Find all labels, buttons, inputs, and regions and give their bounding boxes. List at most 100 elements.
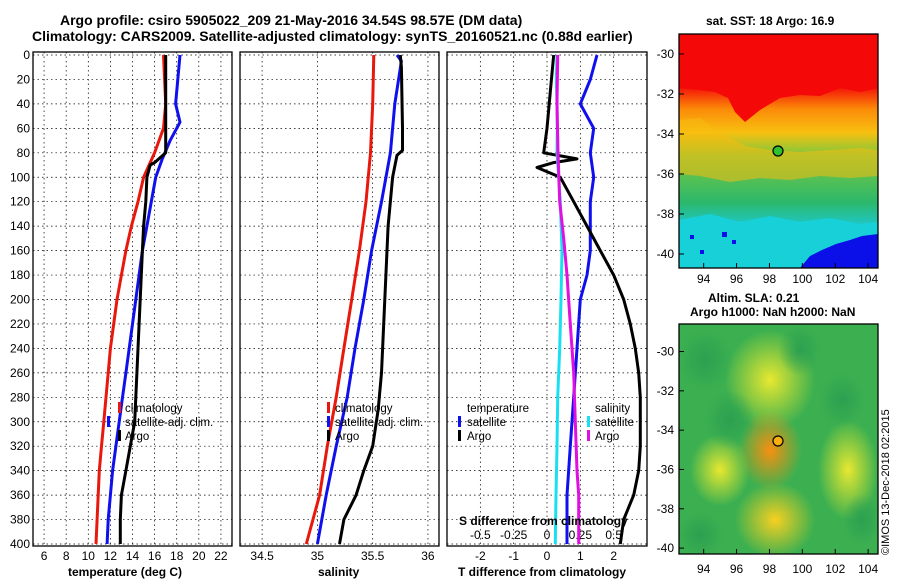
s-difference-tick-label: -0.5 [470, 528, 491, 542]
salinity-legend: climatology satellite-adj. clim. Argo [327, 402, 423, 443]
sst-cold-pixel [700, 250, 704, 254]
series-line-temperature-argo [535, 54, 642, 545]
imos-credit-label: ©IMOS 13-Dec-2018 02:2015 [880, 409, 892, 555]
legend-swatch-satellite [327, 416, 330, 427]
depth-tick-label: 140 [10, 219, 30, 233]
x-tick-label: 35 [311, 549, 325, 563]
map-lon-label: 104 [858, 272, 878, 286]
legend-swatch-sal-argo [587, 430, 590, 441]
map-lon-label: 100 [792, 272, 812, 286]
legend-label-climatology: climatology [335, 403, 393, 415]
legend-swatch-temp-satellite [458, 416, 461, 427]
legend-swatch-satellite [107, 416, 110, 427]
x-axis-tick-labels: 6 8 10 12 14 16 18 20 22 34.5 35 35.5 36 -2 -1 0 1 2-0.5-… [41, 528, 623, 563]
sla-blob [704, 390, 756, 450]
sst-warm-lobe [679, 118, 878, 182]
series-line-argo [118, 55, 168, 544]
sst-cold-pixel [722, 232, 727, 237]
s-difference-axis-label: S difference from climatology [459, 514, 628, 528]
depth-tick-label: 20 [17, 72, 31, 86]
legend-label-sal-satellite: satellite [595, 417, 634, 429]
x-tick-label: 20 [192, 549, 206, 563]
map-lat-label: -32 [657, 87, 675, 101]
map-lon-label: 102 [825, 272, 845, 286]
depth-tick-label: 100 [10, 170, 30, 184]
legend-title-salinity: salinity [595, 403, 630, 415]
series-line-climatology [304, 54, 376, 545]
depth-tick-label: 380 [10, 513, 30, 527]
map-tick-labels: 94 96 98 100 102 104 -30 -32 -34 -36 -38 -40 94 96 98 1… [657, 47, 879, 576]
sla-blob [735, 482, 815, 554]
series-line-salinity-argo [555, 54, 581, 544]
sla-map-title-2: Argo h1000: NaN h2000: NaN [690, 305, 855, 319]
depth-tick-label: 0 [23, 48, 30, 62]
sst-cold-pixel [690, 235, 694, 239]
legend-label-sal-argo: Argo [595, 431, 619, 443]
depth-tick-label: 120 [10, 195, 30, 209]
map-lat-label: -36 [657, 167, 675, 181]
difference-legend: temperature satellite Argo salinity sate… [458, 403, 634, 443]
depth-axis-labels: 0 20 40 60 80 100 120 140 160 180 200 220 240 260 280 3… [10, 48, 30, 551]
s-difference-tick-label: 0.5 [605, 528, 622, 542]
series-line-temperature-satellite [565, 54, 599, 544]
map-lon-label: 104 [858, 562, 878, 576]
map-lon-label: 98 [763, 562, 777, 576]
salinity-panel-frame [239, 51, 440, 547]
map-lat-label: -30 [657, 345, 675, 359]
sla-map-title-1: Altim. SLA: 0.21 [708, 291, 800, 305]
legend-label-satellite: satellite-adj. clim. [125, 417, 213, 429]
depth-tick-label: 260 [10, 366, 30, 380]
legend-title-temperature: temperature [467, 403, 529, 415]
sla-blob [818, 372, 866, 428]
sst-map-title: sat. SST: 18 Argo: 16.9 [706, 14, 835, 28]
depth-tick-label: 60 [17, 121, 31, 135]
map-lat-label: -34 [657, 423, 675, 437]
sst-cold-pixel [732, 240, 736, 244]
map-lat-label: -36 [657, 462, 675, 476]
salinity-axis-label: salinity [318, 565, 360, 579]
depth-tick-label: 220 [10, 317, 30, 331]
legend-label-argo: Argo [335, 431, 359, 443]
legend-label-temp-argo: Argo [467, 431, 491, 443]
title-line-1: Argo profile: csiro 5905022_209 21-May-2… [60, 12, 522, 28]
map-lon-label: 98 [763, 272, 777, 286]
x-tick-label: 16 [148, 549, 162, 563]
sst-cold-region [800, 234, 878, 268]
x-tick-label: -2 [475, 549, 486, 563]
legend-label-climatology: climatology [125, 403, 183, 415]
sla-blob [778, 324, 822, 376]
sst-red-region [679, 34, 878, 122]
legend-swatch-sal-satellite [587, 416, 590, 427]
x-tick-label: 0 [544, 549, 551, 563]
sla-map-frame [678, 323, 879, 555]
map-lat-label: -30 [657, 47, 675, 61]
x-tick-label: 35.5 [361, 549, 385, 563]
s-difference-tick-label: -0.25 [500, 528, 528, 542]
x-tick-label: 22 [214, 549, 228, 563]
depth-tick-label: 200 [10, 293, 30, 307]
depth-tick-label: 400 [10, 537, 30, 551]
sla-blob [679, 511, 724, 554]
legend-swatch-climatology [118, 402, 121, 413]
x-tick-label: 1 [577, 549, 584, 563]
temperature-legend: climatology satellite-adj. clim. Argo [107, 402, 213, 443]
series-line-satellite-adj-clim- [105, 54, 182, 545]
legend-label-satellite: satellite-adj. clim. [335, 417, 423, 429]
s-difference-tick-label: 0.25 [569, 528, 593, 542]
legend-label-temp-satellite: satellite [467, 417, 506, 429]
depth-tick-label: 300 [10, 415, 30, 429]
map-lon-label: 96 [730, 272, 744, 286]
x-tick-label: -1 [508, 549, 519, 563]
map-lat-label: -34 [657, 127, 675, 141]
temperature-axis-label: temperature (deg C) [68, 565, 182, 579]
x-tick-label: 2 [610, 549, 617, 563]
map-lon-label: 102 [825, 562, 845, 576]
x-tick-label: 14 [126, 549, 140, 563]
map-lon-label: 94 [697, 562, 711, 576]
map-lon-label: 100 [792, 562, 812, 576]
series-line-argo [338, 54, 404, 545]
depth-tick-label: 80 [17, 146, 31, 160]
sla-blob [842, 494, 878, 546]
x-tick-label: 10 [82, 549, 96, 563]
depth-tick-label: 240 [10, 341, 30, 355]
